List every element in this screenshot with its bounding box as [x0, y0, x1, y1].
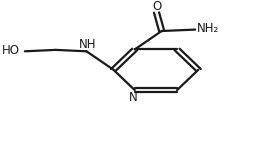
Text: O: O — [152, 0, 161, 13]
Text: HO: HO — [2, 44, 20, 57]
Text: N: N — [129, 91, 138, 104]
Text: NH: NH — [79, 38, 96, 51]
Text: NH₂: NH₂ — [197, 22, 220, 35]
